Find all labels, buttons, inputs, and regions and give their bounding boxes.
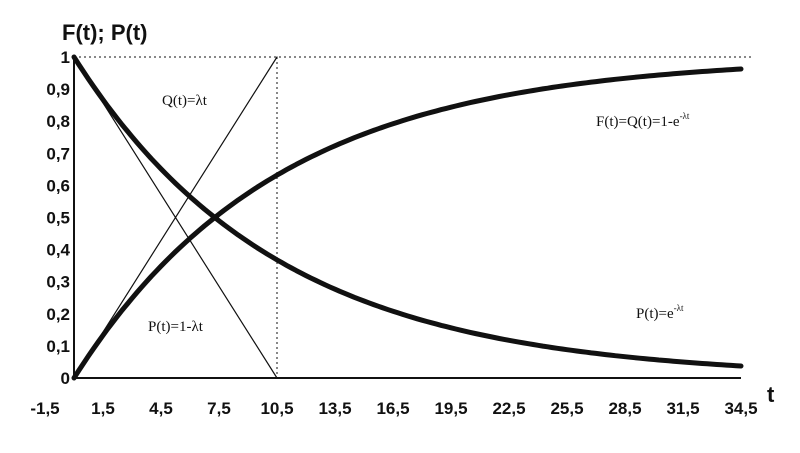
y-tick-label: 0,1 — [46, 337, 70, 356]
x-tick-label: 31,5 — [666, 399, 699, 418]
x-tick-label: 4,5 — [149, 399, 173, 418]
series-line-p1 — [73, 56, 278, 379]
x-tick-label: 7,5 — [207, 399, 231, 418]
x-tick-label: 10,5 — [260, 399, 293, 418]
y-tick-label: 0,4 — [46, 241, 70, 260]
y-tick-label: 0,2 — [46, 305, 70, 324]
x-tick-label: 25,5 — [550, 399, 583, 418]
label-f-exp: F(t)=Q(t)=1-e-λt — [596, 111, 690, 130]
label-p-exp-main: P(t)=e — [636, 306, 674, 322]
y-tick-label: 0,9 — [46, 80, 70, 99]
label-p-linear: P(t)=1-λt — [148, 319, 204, 335]
axes — [72, 55, 741, 379]
reference-lines — [74, 56, 751, 378]
label-p-exp-sup: -λt — [674, 303, 684, 313]
x-tick-label: 13,5 — [318, 399, 351, 418]
label-p-exp: P(t)=e-λt — [636, 303, 684, 322]
y-tick-label: 0 — [61, 369, 70, 388]
x-tick-label: 1,5 — [91, 399, 115, 418]
label-f-exp-sup: -λt — [680, 111, 690, 121]
label-q-linear: Q(t)=λt — [162, 93, 208, 109]
x-tick-label: 28,5 — [608, 399, 641, 418]
y-tick-label: 0,5 — [46, 209, 70, 228]
series-group — [71, 54, 744, 381]
y-axis-title: F(t); P(t) — [62, 20, 148, 45]
y-tick-label: 0,7 — [46, 144, 70, 163]
tick-labels: 0 0,1 0,2 0,3 0,4 0,5 0,6 0,7 0,8 0,9 1 -1,5 1,5 4,5 7… — [30, 48, 757, 418]
x-tick-label: 34,5 — [724, 399, 757, 418]
x-tick-label: 22,5 — [492, 399, 525, 418]
y-tick-label: 0,6 — [46, 176, 70, 195]
x-tick-label: 16,5 — [376, 399, 409, 418]
y-tick-label: 1 — [61, 48, 70, 67]
y-tick-label: 0,8 — [46, 112, 70, 131]
x-tick-label: 19,5 — [434, 399, 467, 418]
label-f-exp-main: F(t)=Q(t)=1-e — [596, 114, 680, 130]
series-line-p — [71, 54, 744, 369]
series-line-f — [71, 66, 744, 381]
x-axis-title: t — [767, 382, 775, 407]
x-tick-label: -1,5 — [30, 399, 59, 418]
y-tick-label: 0,3 — [46, 273, 70, 292]
